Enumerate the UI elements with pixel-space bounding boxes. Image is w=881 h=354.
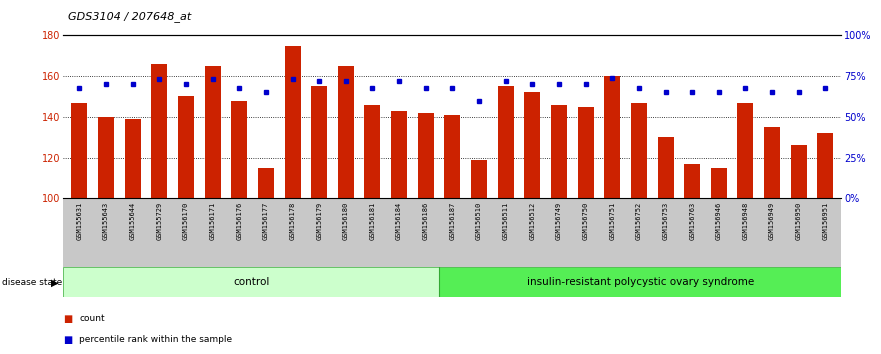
Text: GSM156186: GSM156186 [423,202,429,240]
Bar [418,113,433,198]
Bar [258,168,274,198]
Bar [71,103,87,198]
Text: GSM156763: GSM156763 [689,202,695,240]
Text: GSM155631: GSM155631 [77,202,83,240]
Bar [604,76,620,198]
Bar [498,86,514,198]
Bar [63,267,439,297]
Text: disease state: disease state [2,278,62,287]
Text: control: control [233,277,270,287]
Bar [204,66,220,198]
Bar [232,101,248,198]
Text: GSM156171: GSM156171 [210,202,216,240]
Text: GSM156753: GSM156753 [663,202,669,240]
Bar [631,103,647,198]
Text: GSM156946: GSM156946 [715,202,722,240]
Bar [178,96,194,198]
Text: ▶: ▶ [51,277,59,287]
Text: GSM156184: GSM156184 [396,202,402,240]
Text: GSM156948: GSM156948 [743,202,749,240]
Bar [98,117,114,198]
Text: GDS3104 / 207648_at: GDS3104 / 207648_at [68,11,191,22]
Text: GSM156510: GSM156510 [476,202,482,240]
Bar [391,111,407,198]
Text: GSM156179: GSM156179 [316,202,322,240]
Bar [578,107,594,198]
Text: GSM156950: GSM156950 [796,202,802,240]
Bar [337,66,354,198]
Text: GSM156178: GSM156178 [290,202,295,240]
Text: GSM156951: GSM156951 [822,202,828,240]
Text: GSM156511: GSM156511 [503,202,508,240]
Bar [657,137,673,198]
Bar [685,164,700,198]
Text: GSM156512: GSM156512 [529,202,536,240]
Bar [524,92,540,198]
Text: GSM156170: GSM156170 [183,202,189,240]
Bar [791,145,807,198]
Text: count: count [79,314,105,323]
Bar [365,105,381,198]
Text: GSM156177: GSM156177 [263,202,269,240]
Bar [152,64,167,198]
Text: GSM156176: GSM156176 [236,202,242,240]
Bar [311,86,327,198]
Text: percentile rank within the sample: percentile rank within the sample [79,335,233,344]
Text: GSM156752: GSM156752 [636,202,642,240]
Bar [711,168,727,198]
Text: insulin-resistant polycystic ovary syndrome: insulin-resistant polycystic ovary syndr… [527,277,754,287]
Bar [285,46,300,198]
Bar [444,115,461,198]
Text: GSM156750: GSM156750 [582,202,589,240]
Text: GSM155729: GSM155729 [156,202,162,240]
Text: GSM156751: GSM156751 [610,202,615,240]
Bar [737,103,753,198]
Text: GSM156187: GSM156187 [449,202,455,240]
Bar [551,105,567,198]
Bar [764,127,780,198]
Text: GSM155644: GSM155644 [130,202,136,240]
Text: GSM156180: GSM156180 [343,202,349,240]
Bar [818,133,833,198]
Bar [125,119,141,198]
Bar [471,160,487,198]
Bar [439,267,841,297]
Text: GSM156949: GSM156949 [769,202,775,240]
Text: GSM156749: GSM156749 [556,202,562,240]
Text: ■: ■ [63,335,72,345]
Text: ■: ■ [63,314,72,324]
Text: GSM155643: GSM155643 [103,202,109,240]
Text: GSM156181: GSM156181 [369,202,375,240]
